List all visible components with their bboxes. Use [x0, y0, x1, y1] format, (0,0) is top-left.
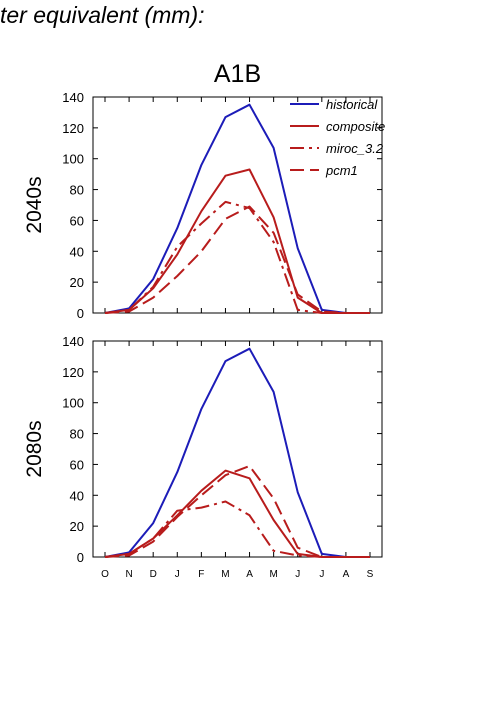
series-line-pcm1	[104, 205, 370, 314]
series-line-miroc-3-2	[104, 500, 370, 558]
series-line-pcm1	[104, 465, 370, 558]
series-line-miroc-3-2	[104, 200, 370, 314]
x-tick-label: N	[125, 569, 132, 580]
chart-title: A1B	[214, 60, 261, 88]
y-tick-label: 80	[70, 427, 84, 442]
y-tick-label: 60	[70, 457, 84, 472]
x-tick-label: O	[101, 569, 109, 580]
x-tick-label: D	[150, 569, 157, 580]
x-tick-label: J	[295, 569, 300, 580]
y-tick-label: 0	[77, 550, 84, 565]
x-tick-label: S	[367, 569, 374, 580]
x-tick-label: M	[221, 569, 229, 580]
plot-frame-2	[92, 340, 383, 558]
y-tick-label: 0	[77, 306, 84, 321]
y-tick-label: 100	[62, 396, 84, 411]
y-tick-label: 20	[70, 519, 84, 534]
y-tick-label: 140	[62, 334, 84, 349]
series-line-composite	[104, 168, 370, 314]
series-line-composite	[104, 469, 370, 558]
x-tick-label: A	[343, 569, 350, 580]
legend-label: miroc_3.2	[326, 141, 384, 156]
period-label: 2080s	[23, 420, 46, 477]
y-tick-label: 40	[70, 488, 84, 503]
x-tick-label: J	[319, 569, 324, 580]
series-line-historical	[104, 347, 370, 558]
plot-frame-1	[92, 96, 383, 314]
y-tick-label: 20	[70, 275, 84, 290]
x-tick-label: A	[246, 569, 253, 580]
x-tick-label: F	[198, 569, 204, 580]
y-tick-label: 60	[70, 213, 84, 228]
y-tick-label: 100	[62, 152, 84, 167]
period-label: 2040s	[23, 176, 46, 233]
legend-label: historical	[326, 97, 378, 112]
x-tick-label: J	[175, 569, 180, 580]
y-tick-label: 140	[62, 90, 84, 105]
y-tick-label: 40	[70, 244, 84, 259]
y-tick-label: 120	[62, 365, 84, 380]
x-tick-label: M	[269, 569, 277, 580]
page-heading: ter equivalent (mm):	[0, 2, 205, 28]
y-tick-label: 80	[70, 183, 84, 198]
legend-label: pcm1	[325, 163, 358, 178]
series-line-historical	[104, 103, 370, 314]
legend-label: composite	[326, 119, 385, 134]
y-tick-label: 120	[62, 121, 84, 136]
